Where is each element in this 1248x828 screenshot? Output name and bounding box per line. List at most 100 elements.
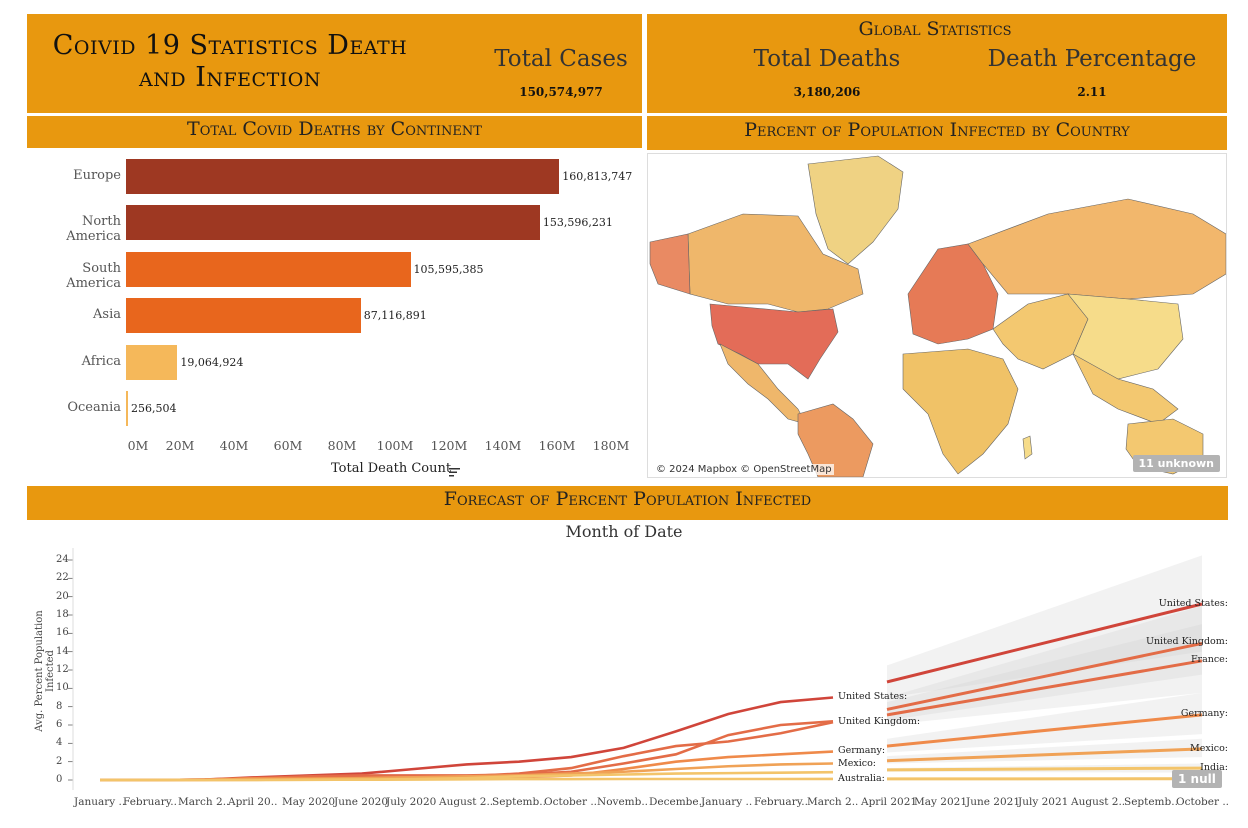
forecast-predicted-line xyxy=(886,747,1203,763)
bar[interactable] xyxy=(126,298,361,333)
map-africa xyxy=(902,348,1019,475)
forecast-y-tick: 16 xyxy=(56,627,69,639)
forecast-series-label: Germany: xyxy=(838,745,886,756)
world-map[interactable]: © 2024 Mapbox © OpenStreetMap 11 unknown xyxy=(647,153,1227,478)
total-deaths-label: Total Deaths xyxy=(753,46,901,72)
bar-x-tick: 20M xyxy=(165,438,195,453)
map-middle-east xyxy=(992,293,1089,370)
null-badge[interactable]: 1 null xyxy=(1172,770,1222,788)
forecast-band xyxy=(887,777,1202,780)
total-cases-value: 150,574,977 xyxy=(519,85,603,99)
forecast-x-tick: Septemb.. xyxy=(1124,796,1178,808)
total-deaths-value: 3,180,206 xyxy=(793,85,861,99)
bar-x-tick: 120M xyxy=(430,438,468,453)
forecast-series-label: United Kingdom: xyxy=(1145,636,1228,647)
forecast-x-tick: August 2.. xyxy=(1071,796,1126,808)
map-east-asia xyxy=(1067,293,1184,380)
bar-category-label: Africa xyxy=(81,354,121,369)
forecast-series-label: Mexico: xyxy=(838,758,876,769)
forecast-panel-title: Forecast of Percent Population Infected xyxy=(443,488,812,510)
map-russia xyxy=(967,198,1226,300)
forecast-y-tick: 22 xyxy=(56,572,69,584)
forecast-top-axis-title: Month of Date xyxy=(565,522,683,541)
forecast-y-tick: 10 xyxy=(56,682,69,694)
map-madagascar xyxy=(1022,435,1033,460)
bar-category-label: Europe xyxy=(73,168,121,183)
bar-x-tick: 40M xyxy=(219,438,249,453)
bar[interactable] xyxy=(126,345,178,380)
header-band-left xyxy=(27,14,642,113)
bar-value-label: 256,504 xyxy=(131,402,177,415)
forecast-y-tick: 8 xyxy=(56,700,63,712)
forecast-predicted-line xyxy=(886,713,1203,748)
forecast-x-tick: March 2.. xyxy=(807,796,859,808)
total-cases-label: Total Cases xyxy=(494,46,628,72)
forecast-predicted-line xyxy=(886,766,1203,772)
forecast-series-label: India: xyxy=(1200,762,1228,773)
forecast-x-tick: April 2021 xyxy=(861,796,918,808)
forecast-x-tick: Septemb.. xyxy=(492,796,546,808)
death-percentage-label: Death Percentage xyxy=(987,46,1197,72)
deaths-title-band xyxy=(27,116,642,148)
forecast-y-tick: 0 xyxy=(56,774,63,785)
forecast-x-tick: Novemb.. xyxy=(597,796,649,808)
forecast-y-tick: 14 xyxy=(56,645,69,657)
death-percentage-value: 2.11 xyxy=(1077,85,1107,99)
bar-x-axis-title: Total Death Count xyxy=(331,461,452,476)
forecast-actual-line xyxy=(100,720,834,782)
map-usa xyxy=(709,303,839,380)
forecast-x-tick: January .. xyxy=(701,796,753,808)
bar-value-label: 87,116,891 xyxy=(363,309,427,322)
bar-value-label: 19,064,924 xyxy=(180,356,244,369)
sort-icon[interactable] xyxy=(449,463,461,477)
forecast-x-tick: June 2021 xyxy=(966,796,1021,808)
bar-x-tick: 140M xyxy=(484,438,522,453)
forecast-x-tick: July 2020 xyxy=(386,796,437,808)
forecast-y-tick: 18 xyxy=(56,609,69,620)
forecast-band xyxy=(887,763,1202,773)
forecast-series-label: Mexico: xyxy=(1190,743,1228,754)
map-credit[interactable]: © 2024 Mapbox © OpenStreetMap xyxy=(654,464,834,475)
map-canada xyxy=(687,213,864,313)
bar[interactable] xyxy=(126,252,411,287)
forecast-actual-line xyxy=(100,762,834,782)
forecast-y-tick: 12 xyxy=(56,664,69,675)
bar[interactable] xyxy=(126,205,540,240)
forecast-x-tick: Decembe.. xyxy=(649,796,706,808)
forecast-y-axis-title: Avg. Percent Population Infected xyxy=(34,610,56,732)
bar-category-label: Oceania xyxy=(67,400,121,415)
bar[interactable] xyxy=(126,391,128,426)
forecast-series-label: United States: xyxy=(838,691,908,702)
forecast-series-label: United Kingdom: xyxy=(838,716,921,727)
map-alaska xyxy=(649,233,691,295)
forecast-y-tick: 6 xyxy=(56,719,63,730)
bar-value-label: 105,595,385 xyxy=(413,263,484,276)
forecast-band xyxy=(887,555,1202,698)
bar[interactable] xyxy=(126,159,560,194)
forecast-series-label: France: xyxy=(1190,654,1228,665)
map-greenland xyxy=(807,155,904,265)
unknown-badge[interactable]: 11 unknown xyxy=(1132,455,1220,472)
forecast-y-tick: 2 xyxy=(56,755,63,767)
forecast-x-tick: February.. xyxy=(123,796,177,808)
forecast-y-tick: 4 xyxy=(56,737,63,749)
forecast-series-label: United States: xyxy=(1158,598,1228,609)
forecast-x-tick: May 2020 xyxy=(282,796,336,808)
bar-x-tick: 80M xyxy=(327,438,357,453)
forecast-predicted-line xyxy=(886,641,1203,711)
bar-category-label: Asia xyxy=(93,307,121,322)
forecast-band xyxy=(887,692,1202,753)
map-mexico xyxy=(719,343,807,425)
forecast-actual-line xyxy=(100,720,834,782)
forecast-title-band xyxy=(27,486,1228,520)
header-band-right xyxy=(647,14,1227,113)
map-south-america xyxy=(797,403,874,477)
bar-x-tick: 0M xyxy=(127,438,149,453)
forecast-actual-line xyxy=(100,770,834,782)
forecast-x-tick: February.. xyxy=(754,796,808,808)
forecast-x-tick: October .. xyxy=(544,796,597,808)
forecast-actual-line xyxy=(100,777,834,782)
forecast-predicted-line xyxy=(886,659,1203,717)
forecast-x-tick: August 2.. xyxy=(439,796,494,808)
forecast-x-tick: July 2021 xyxy=(1018,796,1069,808)
